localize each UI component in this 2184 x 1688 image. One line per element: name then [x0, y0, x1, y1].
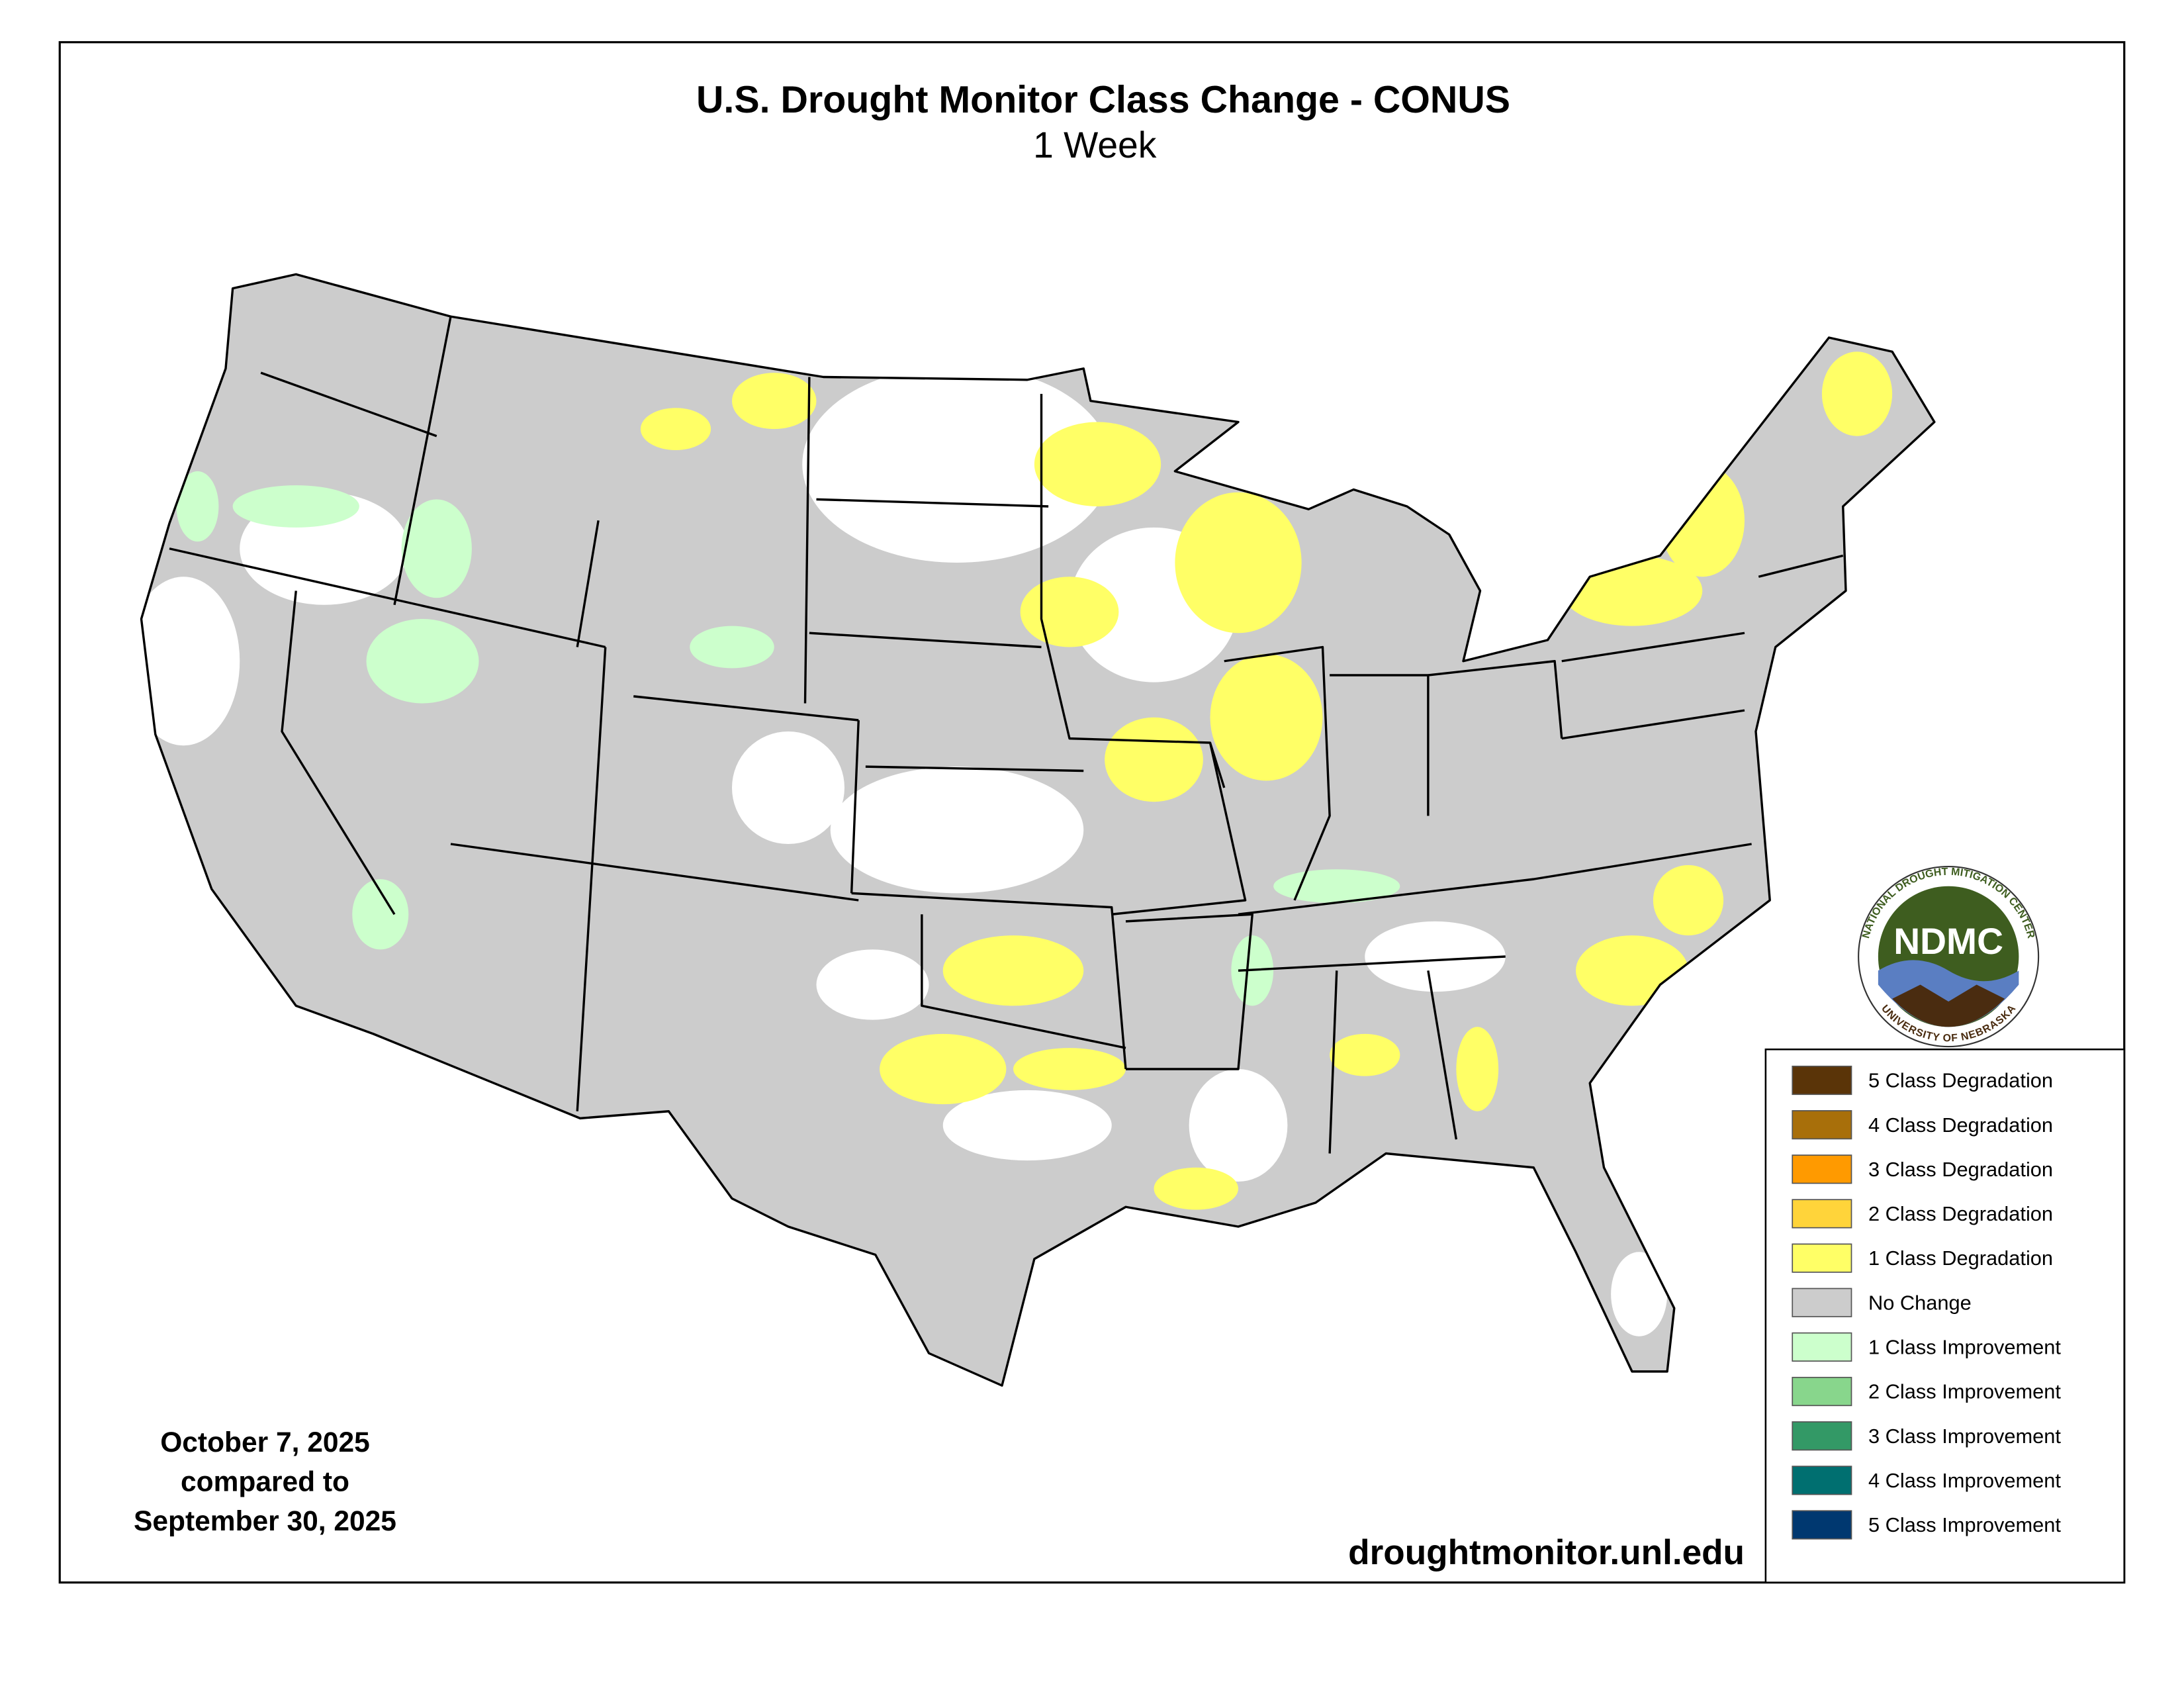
- legend-label: 2 Class Improvement: [1868, 1380, 2061, 1403]
- legend-item: 2 Class Improvement: [1792, 1376, 2061, 1407]
- legend-swatch: [1792, 1243, 1852, 1273]
- logo-name: NDMC: [1893, 921, 2003, 962]
- legend-label: 1 Class Improvement: [1868, 1336, 2061, 1359]
- legend: 5 Class Degradation 4 Class Degradation 3 …: [1792, 1065, 2061, 1540]
- legend-swatch: [1792, 1466, 1852, 1495]
- legend-item: 3 Class Degradation: [1792, 1154, 2053, 1184]
- subtitle: 1 Week: [1033, 124, 1157, 165]
- legend-label: 4 Class Degradation: [1868, 1113, 2053, 1137]
- legend-label: 1 Class Degradation: [1868, 1246, 2053, 1270]
- legend-item: 1 Class Degradation: [1792, 1243, 2053, 1273]
- legend-label: 2 Class Degradation: [1868, 1202, 2053, 1225]
- legend-label: 5 Class Degradation: [1868, 1069, 2053, 1092]
- date-line: September 30, 2025: [134, 1506, 396, 1537]
- legend-label: 4 Class Improvement: [1868, 1469, 2061, 1492]
- legend-label: 3 Class Improvement: [1868, 1425, 2061, 1448]
- legend-item: 4 Class Degradation: [1792, 1110, 2053, 1140]
- legend-swatch: [1792, 1421, 1852, 1451]
- conus: [140, 273, 1936, 1387]
- state-lines: [169, 316, 1844, 1154]
- change-areas: [141, 352, 1893, 1336]
- legend-item: 2 Class Degradation: [1792, 1199, 2053, 1229]
- date-line: October 7, 2025: [160, 1427, 370, 1458]
- legend-item: 4 Class Improvement: [1792, 1466, 2061, 1495]
- legend-swatch: [1792, 1510, 1852, 1540]
- ndmc-logo: NDMC NATIONAL DROUGHT MITIGATION CENTER …: [1858, 865, 2040, 1048]
- legend-swatch: [1792, 1332, 1852, 1362]
- legend-item: 1 Class Improvement: [1792, 1332, 2061, 1362]
- logo-land: [1892, 984, 2005, 1027]
- title: U.S. Drought Monitor Class Change - CONU…: [696, 79, 1510, 121]
- source-url: droughtmonitor.unl.edu: [1348, 1533, 1745, 1572]
- legend-swatch: [1792, 1376, 1852, 1407]
- legend-swatch: [1792, 1288, 1852, 1317]
- legend-swatch: [1792, 1110, 1852, 1140]
- legend-item: 5 Class Improvement: [1792, 1510, 2061, 1540]
- legend-swatch: [1792, 1154, 1852, 1184]
- legend-label: No Change: [1868, 1291, 1972, 1314]
- legend-item: 5 Class Degradation: [1792, 1065, 2053, 1096]
- date-block: October 7, 2025 compared to September 30, …: [134, 1427, 396, 1537]
- legend-label: 3 Class Degradation: [1868, 1158, 2053, 1181]
- legend-label: 5 Class Improvement: [1868, 1513, 2061, 1536]
- legend-item: 3 Class Improvement: [1792, 1421, 2061, 1451]
- legend-swatch: [1792, 1199, 1852, 1229]
- legend-item: No Change: [1792, 1288, 1972, 1317]
- date-line: compared to: [181, 1467, 349, 1498]
- legend-swatch: [1792, 1065, 1852, 1096]
